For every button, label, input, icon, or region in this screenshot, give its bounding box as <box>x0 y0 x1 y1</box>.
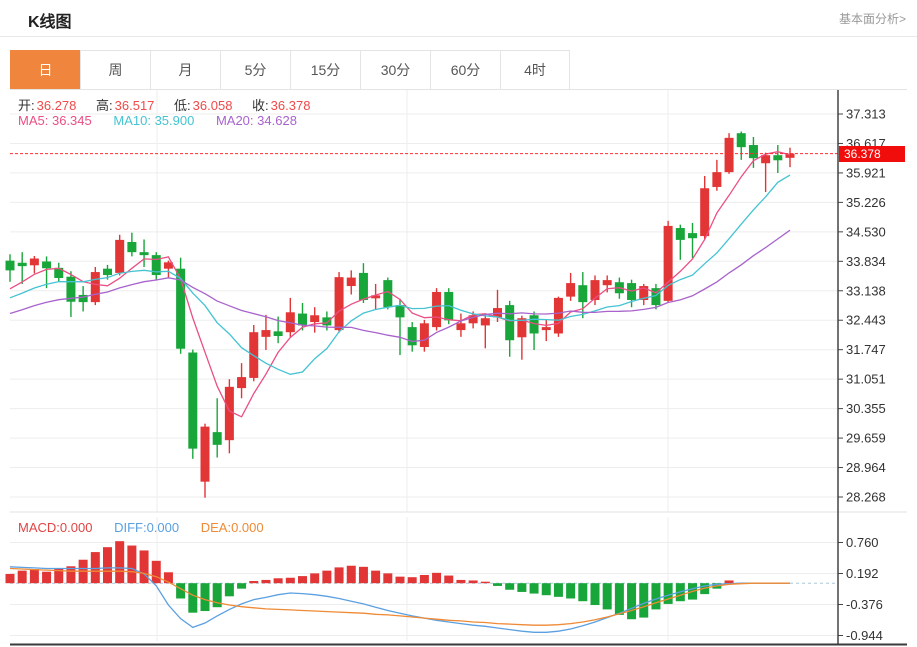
ma5-label: MA5: <box>18 113 49 128</box>
ma10-label: MA10: <box>113 113 151 128</box>
svg-text:31.051: 31.051 <box>846 372 886 387</box>
fundamental-analysis-link[interactable]: 基本面分析> <box>838 12 906 26</box>
diff-value: 0.000 <box>146 520 180 535</box>
svg-text:37.313: 37.313 <box>846 107 886 122</box>
svg-text:33.834: 33.834 <box>846 254 886 269</box>
tab-month[interactable]: 月 <box>150 50 220 89</box>
open-label: 开: <box>18 98 35 113</box>
svg-text:32.443: 32.443 <box>846 313 886 328</box>
close-value: 36.378 <box>270 98 311 113</box>
svg-text:31.747: 31.747 <box>846 342 886 357</box>
macd-value: 0.000 <box>59 520 93 535</box>
diff-label: DIFF: <box>114 520 147 535</box>
tab-60min[interactable]: 60分 <box>430 50 500 89</box>
low-value: 36.058 <box>192 98 233 113</box>
svg-text:28.268: 28.268 <box>846 489 886 504</box>
ma20-value: 34.628 <box>257 113 297 128</box>
current-price-tag: 36.378 <box>839 146 905 162</box>
tab-5min[interactable]: 5分 <box>220 50 290 89</box>
svg-text:28.964: 28.964 <box>846 460 886 475</box>
ma-legend: MA5: 36.345 MA10: 35.900 MA20: 34.628 <box>18 113 315 128</box>
svg-text:30.355: 30.355 <box>846 401 886 416</box>
ma10-value: 35.900 <box>154 113 195 128</box>
ma5-value: 36.345 <box>51 113 92 128</box>
tab-30min[interactable]: 30分 <box>360 50 430 89</box>
ma20-label: MA20: <box>215 113 254 128</box>
svg-text:0.192: 0.192 <box>846 566 879 581</box>
svg-text:35.921: 35.921 <box>846 165 886 180</box>
tab-15min[interactable]: 15分 <box>290 50 360 89</box>
ohlc-legend: 开: 36.278 高: 36.517 低: 36.058 收: 36.378 <box>18 95 326 114</box>
page-header: K线图 基本面分析> <box>0 0 917 37</box>
high-value: 36.517 <box>114 98 155 113</box>
svg-text:29.659: 29.659 <box>846 431 886 446</box>
svg-text:33.138: 33.138 <box>846 283 886 298</box>
open-value: 36.278 <box>36 98 77 113</box>
svg-text:34.530: 34.530 <box>846 224 886 239</box>
tab-week[interactable]: 周 <box>80 50 150 89</box>
macd-label: MACD: <box>18 520 60 535</box>
dea-value: 0.000 <box>231 520 264 535</box>
svg-text:35.226: 35.226 <box>846 195 886 210</box>
close-label: 收: <box>252 98 269 113</box>
low-label: 低: <box>174 98 191 113</box>
tab-day[interactable]: 日 <box>10 50 80 89</box>
page-title: K线图 <box>28 14 72 31</box>
svg-text:0.760: 0.760 <box>846 535 879 550</box>
macd-legend: MACD:0.000 DIFF:0.000 DEA:0.000 <box>18 520 282 535</box>
svg-text:-0.944: -0.944 <box>846 628 883 643</box>
high-label: 高: <box>96 98 113 113</box>
svg-text:-0.376: -0.376 <box>846 597 883 612</box>
period-tabbar: 日 周 月 5分 15分 30分 60分 4时 <box>10 50 907 90</box>
tab-4hour[interactable]: 4时 <box>500 50 570 89</box>
dea-label: DEA: <box>200 520 232 535</box>
